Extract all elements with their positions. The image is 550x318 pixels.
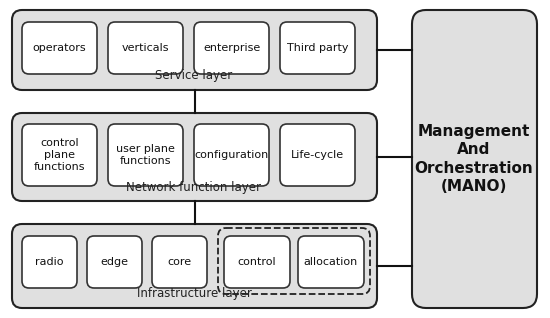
FancyBboxPatch shape: [280, 124, 355, 186]
FancyBboxPatch shape: [22, 22, 97, 74]
Text: Management
And
Orchestration
(MANO): Management And Orchestration (MANO): [415, 124, 534, 194]
Text: verticals: verticals: [122, 43, 169, 53]
Text: radio: radio: [35, 257, 64, 267]
Text: user plane
functions: user plane functions: [116, 144, 175, 166]
FancyBboxPatch shape: [412, 10, 537, 308]
Text: edge: edge: [101, 257, 129, 267]
Text: Service layer: Service layer: [155, 70, 233, 82]
FancyBboxPatch shape: [12, 224, 377, 308]
Text: core: core: [167, 257, 191, 267]
FancyBboxPatch shape: [108, 124, 183, 186]
FancyBboxPatch shape: [218, 228, 370, 294]
FancyBboxPatch shape: [194, 124, 269, 186]
FancyBboxPatch shape: [152, 236, 207, 288]
FancyBboxPatch shape: [108, 22, 183, 74]
FancyBboxPatch shape: [280, 22, 355, 74]
FancyBboxPatch shape: [22, 236, 77, 288]
FancyBboxPatch shape: [224, 236, 290, 288]
FancyBboxPatch shape: [12, 10, 377, 90]
Text: Life-cycle: Life-cycle: [291, 150, 344, 160]
FancyBboxPatch shape: [194, 22, 269, 74]
FancyBboxPatch shape: [22, 124, 97, 186]
Text: control
plane
functions: control plane functions: [34, 138, 85, 172]
Text: allocation: allocation: [304, 257, 358, 267]
Text: configuration: configuration: [194, 150, 268, 160]
FancyBboxPatch shape: [87, 236, 142, 288]
Text: Network function layer: Network function layer: [126, 181, 261, 193]
FancyBboxPatch shape: [12, 113, 377, 201]
Text: control: control: [238, 257, 276, 267]
FancyBboxPatch shape: [298, 236, 364, 288]
Text: Infrastructure layer: Infrastructure layer: [136, 287, 251, 301]
Text: Third party: Third party: [287, 43, 348, 53]
Text: enterprise: enterprise: [203, 43, 260, 53]
Text: operators: operators: [32, 43, 86, 53]
